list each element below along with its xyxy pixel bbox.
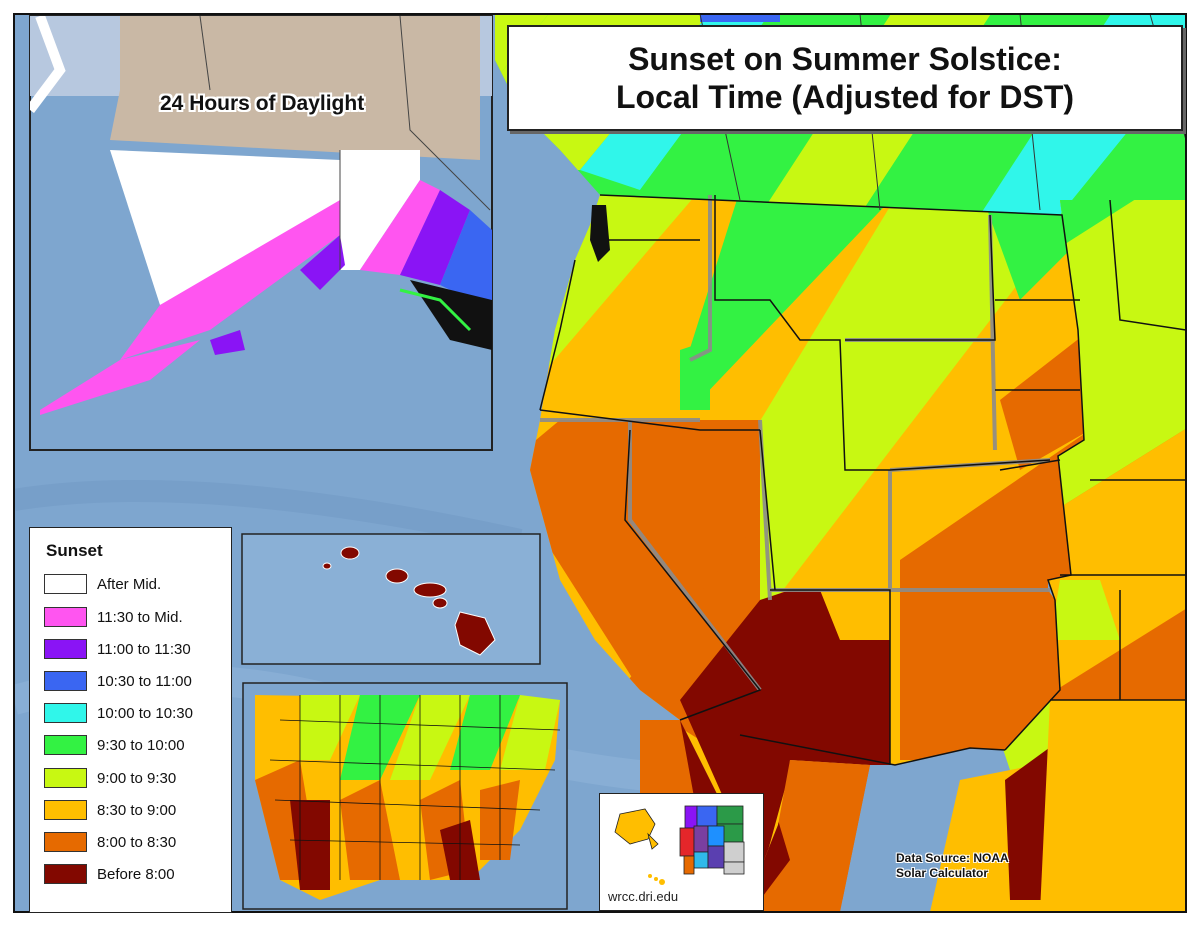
legend-item: Before 8:00 bbox=[44, 862, 175, 886]
legend-swatch bbox=[44, 671, 87, 691]
alaska-inset bbox=[29, 15, 493, 451]
legend-label: After Mid. bbox=[97, 575, 162, 593]
title-line-2: Local Time (Adjusted for DST) bbox=[615, 79, 1075, 115]
legend-label: 10:00 to 10:30 bbox=[97, 704, 193, 722]
legend-label: 9:30 to 10:00 bbox=[97, 736, 185, 754]
legend: Sunset After Mid. 11:30 to Mid. 11:00 to… bbox=[29, 527, 232, 913]
daylight-text: 24 Hours of Daylight bbox=[160, 92, 365, 115]
legend-swatch bbox=[44, 768, 87, 788]
legend-swatch bbox=[44, 639, 87, 659]
legend-label: 8:30 to 9:00 bbox=[97, 801, 177, 819]
legend-label: 10:30 to 11:00 bbox=[97, 672, 192, 690]
legend-item: 8:00 to 8:30 bbox=[44, 830, 176, 854]
legend-item: 10:00 to 10:30 bbox=[44, 701, 193, 725]
legend-item: After Mid. bbox=[44, 572, 161, 596]
title-line-1: Sunset on Summer Solstice: bbox=[628, 41, 1062, 77]
legend-swatch bbox=[44, 800, 87, 820]
region-map-icon bbox=[614, 805, 745, 885]
legend-item: 9:00 to 9:30 bbox=[44, 766, 176, 790]
legend-swatch bbox=[44, 574, 87, 594]
legend-item: 11:30 to Mid. bbox=[44, 605, 183, 629]
legend-item: 10:30 to 11:00 bbox=[44, 669, 192, 693]
legend-swatch bbox=[44, 864, 87, 884]
legend-label: 8:00 to 8:30 bbox=[97, 833, 177, 851]
legend-swatch bbox=[44, 607, 87, 627]
source-line-1: Data Source: NOAA bbox=[896, 851, 1009, 865]
data-source: Data Source: NOAA Solar Calculator bbox=[896, 851, 1009, 881]
legend-item: 9:30 to 10:00 bbox=[44, 733, 185, 757]
legend-label: 11:00 to 11:30 bbox=[97, 640, 191, 658]
legend-item: 8:30 to 9:00 bbox=[44, 798, 176, 822]
legend-swatch bbox=[44, 703, 87, 723]
title-box: Sunset on Summer Solstice: Local Time (A… bbox=[507, 25, 1183, 131]
legend-label: 11:30 to Mid. bbox=[97, 608, 183, 626]
us-overview-inset bbox=[242, 682, 568, 910]
legend-item: 11:00 to 11:30 bbox=[44, 637, 191, 661]
hawaii-inset bbox=[241, 533, 541, 665]
wrcc-logo: wrcc.dri.edu bbox=[599, 793, 764, 911]
legend-title: Sunset bbox=[46, 541, 103, 560]
source-line-2: Solar Calculator bbox=[896, 866, 989, 880]
legend-label: 9:00 to 9:30 bbox=[97, 769, 177, 787]
legend-swatch bbox=[44, 832, 87, 852]
legend-swatch bbox=[44, 735, 87, 755]
legend-label: Before 8:00 bbox=[97, 865, 175, 883]
logo-text: wrcc.dri.edu bbox=[608, 889, 679, 904]
